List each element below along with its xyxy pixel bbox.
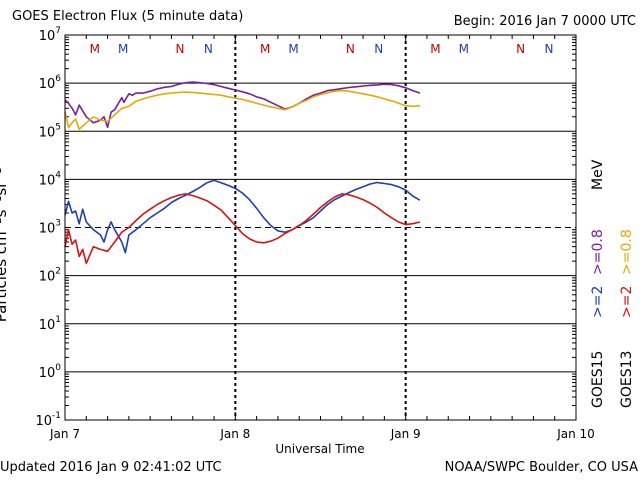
- legend-goes13-08mev: >=0.8: [619, 229, 635, 275]
- y-tick-label: 106: [39, 74, 62, 92]
- x-tick-label: Jan 7: [49, 427, 80, 441]
- y-tick-label-base: 10: [39, 173, 56, 188]
- marker-label: M: [90, 42, 100, 56]
- x-axis-tick-labels: Jan 7 Jan 8 Jan 9 Jan 10: [49, 427, 595, 441]
- x-tick-label: Jan 8: [219, 427, 250, 441]
- plot-frame: [64, 34, 577, 421]
- y-tick-label: 100: [39, 363, 62, 381]
- updated-timestamp: Updated 2016 Jan 9 02:41:02 UTC: [0, 460, 222, 475]
- y-tick-label-exponent: 6: [55, 74, 61, 84]
- legend-unit-text: MeV: [590, 159, 606, 190]
- y-tick-label-base: 10: [39, 318, 56, 333]
- marker-label: N: [545, 42, 554, 56]
- y-tick-label-base: 10: [35, 414, 52, 429]
- y-tick-label-base: 10: [39, 270, 56, 285]
- y-tick-label: 105: [39, 122, 61, 140]
- y-tick-label: 10-1: [35, 411, 61, 429]
- y-tick-label-base: 10: [39, 77, 56, 92]
- y-tick-label-exponent: 1: [55, 315, 61, 325]
- begin-time: Begin: 2016 Jan 7 0000 UTC: [453, 14, 636, 29]
- grid-lines: [65, 35, 576, 420]
- series-line: [64, 179, 421, 254]
- marker-label: N: [346, 42, 355, 56]
- marker-label: N: [516, 42, 525, 56]
- y-tick-label-exponent: 2: [55, 267, 61, 277]
- y-tick-label: 104: [39, 170, 62, 188]
- marker-label: N: [175, 42, 184, 56]
- legend-goes13-text: GOES13: [619, 351, 635, 408]
- legend-goes13-2mev-text: >=2: [619, 286, 635, 318]
- series-line: [64, 193, 421, 265]
- y-tick-label-exponent: 3: [55, 219, 61, 229]
- y-tick-label-base: 10: [39, 125, 56, 140]
- x-tick-label: Jan 10: [556, 427, 595, 441]
- y-tick-label-base: 10: [39, 29, 56, 44]
- y-tick-label: 103: [39, 219, 61, 237]
- marker-label: M: [459, 42, 469, 56]
- y-tick-label-exponent: 7: [55, 26, 61, 36]
- legend-goes15-2mev: >=2: [590, 286, 606, 318]
- marker-label: M: [118, 42, 128, 56]
- marker-label: N: [204, 42, 213, 56]
- legend-goes13-08mev-text: >=0.8: [619, 229, 635, 275]
- legend-goes15: GOES15: [590, 351, 606, 408]
- legend-goes15-08mev-text: >=0.8: [590, 229, 606, 275]
- y-tick-label-base: 10: [39, 366, 56, 381]
- legend-goes15-08mev: >=0.8: [590, 229, 606, 275]
- data-series: [64, 81, 421, 265]
- legend-goes15-text: GOES15: [590, 351, 606, 408]
- x-axis-label: Universal Time: [275, 442, 365, 456]
- marker-label: M: [430, 42, 440, 56]
- legend-unit: MeV: [590, 159, 606, 190]
- legend-goes13-2mev: >=2: [619, 286, 635, 318]
- y-tick-label-exponent: 4: [55, 170, 61, 180]
- chart-title: GOES Electron Flux (5 minute data): [12, 9, 244, 24]
- y-tick-label-exponent: 0: [55, 363, 61, 373]
- y-tick-label: 101: [39, 315, 61, 333]
- legend-goes15-2mev-text: >=2: [590, 286, 606, 318]
- marker-label: M: [260, 42, 270, 56]
- marker-label: N: [374, 42, 383, 56]
- credit-text: NOAA/SWPC Boulder, CO USA: [444, 460, 638, 475]
- series-line: [64, 81, 421, 129]
- y-tick-label-exponent: -1: [52, 411, 61, 421]
- y-tick-label: 107: [39, 26, 61, 44]
- y-tick-label-exponent: 5: [55, 122, 61, 132]
- marker-label: M: [288, 42, 298, 56]
- series-line: [64, 89, 420, 131]
- legend-goes13: GOES13: [619, 351, 635, 408]
- y-tick-label: 102: [39, 267, 61, 285]
- y-tick-label-base: 10: [39, 222, 56, 237]
- x-tick-label: Jan 9: [390, 427, 421, 441]
